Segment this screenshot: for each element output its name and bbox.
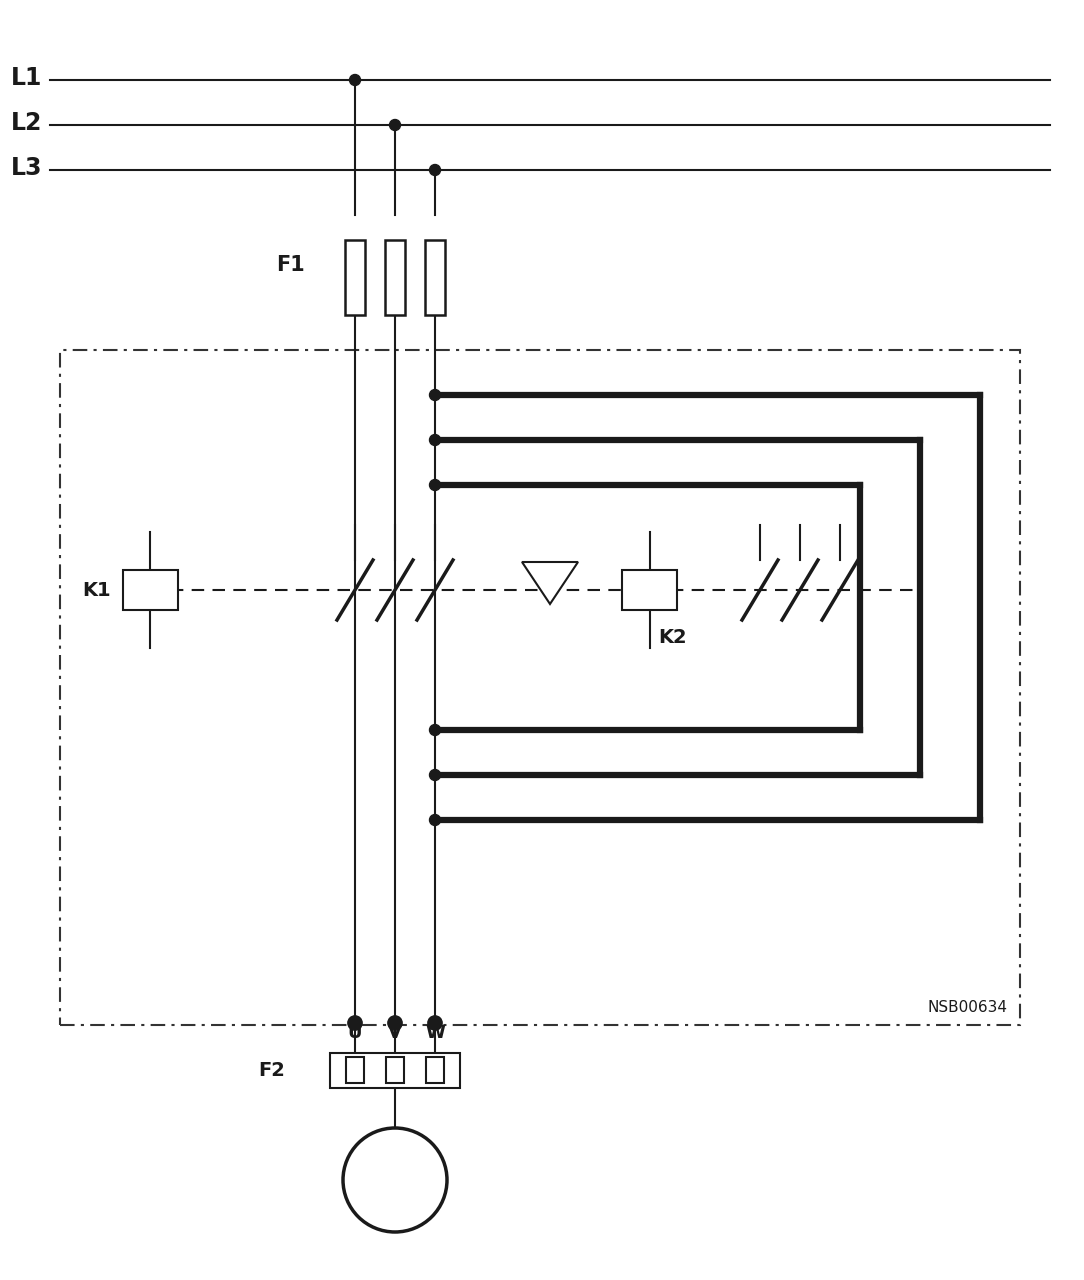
Bar bbox=[122, 570, 178, 611]
Circle shape bbox=[429, 814, 440, 826]
Polygon shape bbox=[522, 562, 578, 604]
Text: NSB00634: NSB00634 bbox=[928, 1000, 1008, 1015]
Circle shape bbox=[349, 74, 361, 86]
Circle shape bbox=[429, 434, 440, 445]
Circle shape bbox=[429, 769, 440, 781]
Text: L1: L1 bbox=[11, 67, 42, 90]
Text: W: W bbox=[425, 1024, 444, 1042]
Circle shape bbox=[429, 724, 440, 736]
Circle shape bbox=[429, 165, 440, 175]
Bar bbox=[425, 241, 446, 315]
Text: U: U bbox=[348, 1024, 362, 1042]
Circle shape bbox=[348, 1016, 362, 1030]
Text: L3: L3 bbox=[11, 156, 42, 180]
Text: K1: K1 bbox=[82, 581, 111, 599]
Bar bbox=[385, 241, 405, 315]
Text: F2: F2 bbox=[258, 1061, 285, 1079]
Text: K2: K2 bbox=[658, 628, 686, 646]
Bar bbox=[345, 241, 365, 315]
Bar bbox=[346, 1057, 364, 1083]
Bar bbox=[426, 1057, 444, 1083]
Circle shape bbox=[343, 1128, 447, 1231]
Text: L2: L2 bbox=[11, 111, 42, 134]
Bar bbox=[60, 349, 1020, 1025]
Bar bbox=[330, 1052, 460, 1088]
Circle shape bbox=[389, 119, 400, 131]
Text: F1: F1 bbox=[276, 255, 305, 275]
Bar bbox=[622, 570, 678, 611]
Bar bbox=[386, 1057, 404, 1083]
Circle shape bbox=[388, 1016, 402, 1030]
Circle shape bbox=[429, 389, 440, 401]
Text: 3~: 3~ bbox=[382, 1189, 409, 1207]
Text: V: V bbox=[388, 1024, 402, 1042]
Circle shape bbox=[429, 480, 440, 490]
Circle shape bbox=[428, 1016, 442, 1030]
Text: M: M bbox=[384, 1160, 406, 1180]
